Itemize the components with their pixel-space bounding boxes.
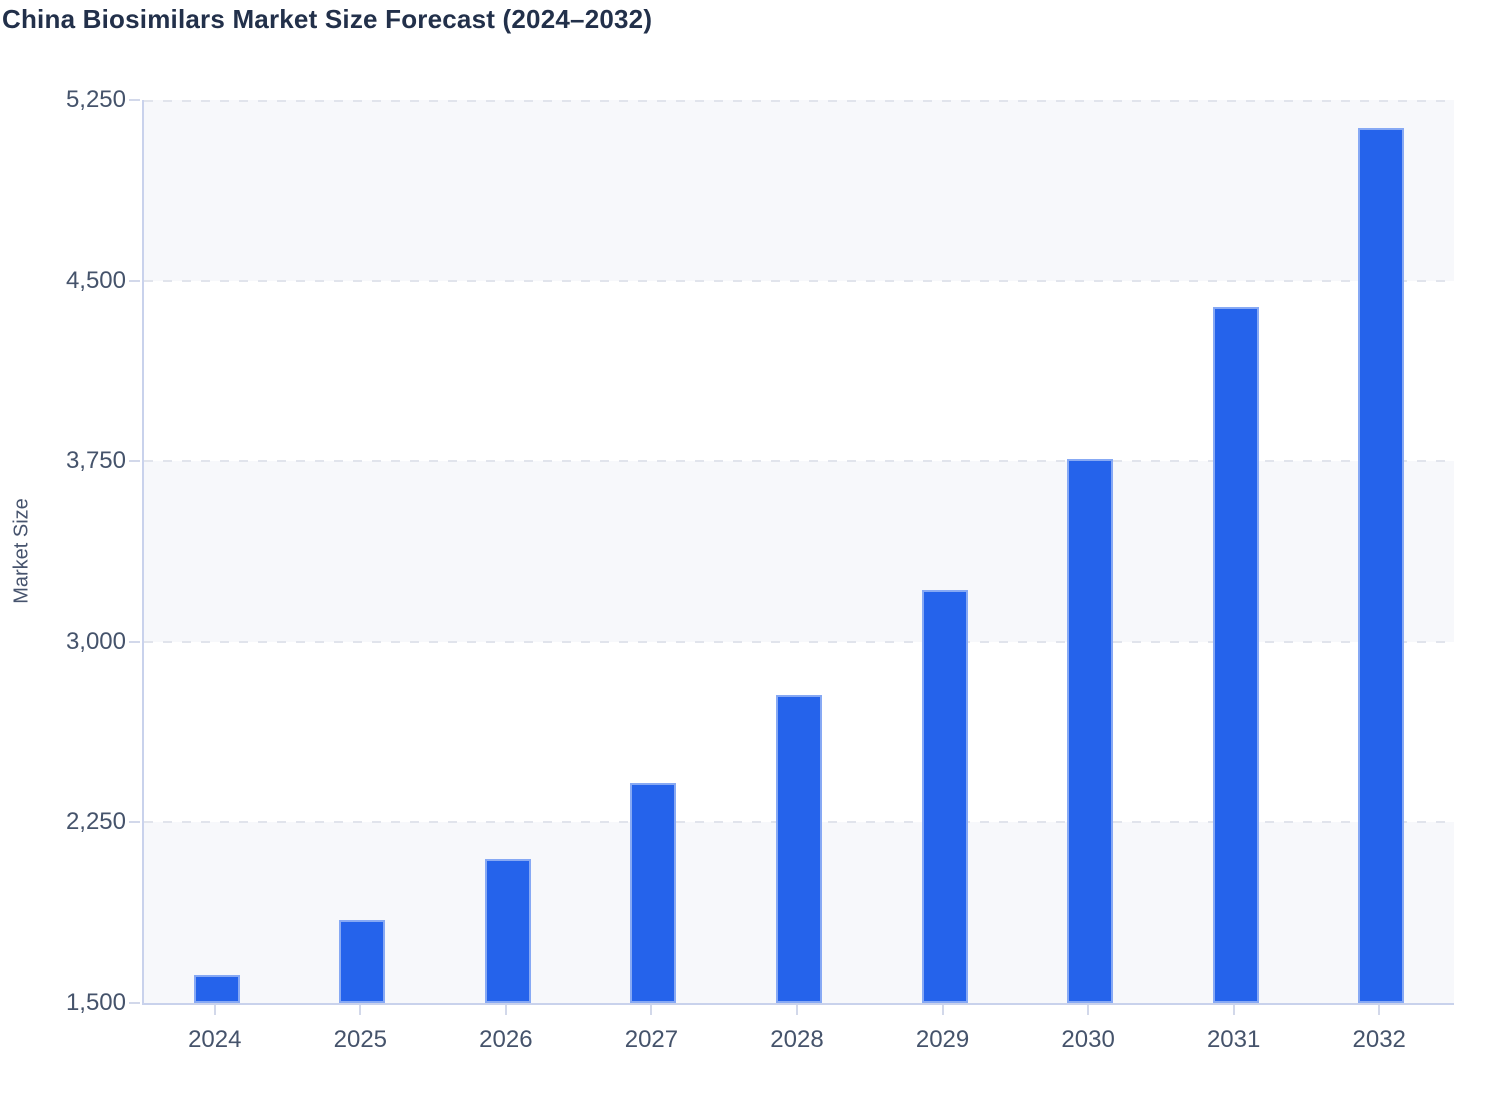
x-tick-mark	[213, 1005, 216, 1015]
y-tick-label: 3,750	[65, 447, 126, 475]
bar-2027[interactable]	[630, 783, 677, 1003]
x-tick-label: 2024	[188, 1026, 242, 1053]
x-tick-label: 2027	[624, 1026, 679, 1053]
y-axis-title: Market Size	[10, 498, 33, 604]
x-tick-label: 2025	[333, 1026, 388, 1053]
y-tick-mark	[129, 821, 140, 824]
bar-2031[interactable]	[1212, 306, 1259, 1003]
chart-title: China Biosimilars Market Size Forecast (…	[2, 4, 653, 34]
y-tick-label: 3,000	[65, 627, 126, 655]
bar-2024[interactable]	[193, 974, 240, 1003]
y-tick-label: 4,500	[65, 266, 126, 294]
grid-band	[144, 100, 1454, 281]
y-tick-mark	[129, 640, 140, 643]
x-tick-label: 2026	[479, 1026, 533, 1053]
y-tick-mark	[129, 279, 140, 282]
gridline-3000	[144, 640, 1454, 643]
x-tick-mark	[941, 1005, 944, 1015]
x-tick-label: 2031	[1206, 1026, 1261, 1053]
x-tick-mark	[359, 1005, 362, 1015]
y-tick-mark	[129, 460, 140, 463]
y-tick-mark	[129, 99, 140, 101]
bar-2025[interactable]	[339, 919, 386, 1003]
x-tick-mark	[1232, 1005, 1235, 1015]
bar-2030[interactable]	[1067, 458, 1114, 1003]
y-tick-mark	[129, 1002, 140, 1004]
x-tick-label: 2030	[1061, 1026, 1115, 1053]
x-tick-mark	[650, 1005, 653, 1015]
gridline-3750	[144, 460, 1454, 463]
bar-2028[interactable]	[776, 695, 822, 1003]
x-tick-label: 2029	[915, 1026, 970, 1053]
x-tick-label: 2028	[770, 1026, 824, 1053]
y-tick-label: 5,250	[65, 86, 126, 113]
x-tick-mark	[1087, 1005, 1090, 1015]
y-tick-label: 2,250	[65, 808, 126, 836]
bar-2032[interactable]	[1358, 127, 1405, 1003]
gridline-4500	[144, 279, 1454, 282]
x-tick-mark	[1378, 1005, 1381, 1015]
x-tick-mark	[504, 1005, 507, 1015]
gridline-5250	[144, 100, 1454, 102]
x-tick-label: 2032	[1352, 1026, 1406, 1053]
bar-2026[interactable]	[484, 858, 531, 1003]
bar-2029[interactable]	[921, 589, 968, 1003]
x-tick-mark	[796, 1005, 798, 1015]
y-tick-label: 1,500	[65, 989, 126, 1016]
plot-area	[142, 100, 1454, 1005]
